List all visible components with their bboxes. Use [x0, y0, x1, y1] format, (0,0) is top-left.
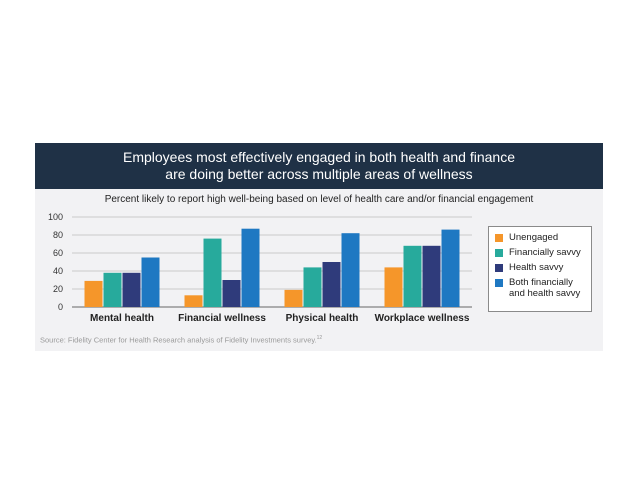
bar [222, 280, 241, 307]
chart-title-line-1: Employees most effectively engaged in bo… [123, 149, 515, 165]
bar [441, 229, 460, 307]
legend-swatch [495, 234, 503, 242]
bar [322, 262, 341, 307]
chart-subtitle: Percent likely to report high well-being… [104, 194, 534, 205]
x-tick-label: Mental health [90, 313, 154, 324]
legend-swatch [495, 249, 503, 257]
bar [403, 245, 422, 307]
bar [103, 272, 122, 307]
x-tick-label: Workplace wellness [375, 313, 470, 324]
y-tick-label: 0 [58, 302, 63, 312]
bar [184, 295, 203, 307]
chart-title-line-2: are doing better across multiple areas o… [165, 166, 473, 182]
x-tick-label: Financial wellness [178, 313, 266, 324]
bar [341, 233, 360, 307]
legend-label: Health savvy [509, 262, 564, 273]
legend-swatch [495, 264, 503, 272]
legend-label: Both financially and health savvy [509, 277, 581, 299]
y-tick-label: 100 [48, 212, 63, 222]
y-tick-label: 20 [53, 284, 63, 294]
bar [284, 289, 303, 307]
bar [84, 280, 103, 307]
legend-item: Both financially and health savvy [495, 277, 587, 299]
y-tick-label: 60 [53, 248, 63, 258]
x-tick-label: Physical health [286, 313, 359, 324]
source-text: Source: Fidelity Center for Health Resea… [40, 335, 317, 345]
chart-legend: Unengaged Financially savvy Health savvy Bo… [488, 226, 592, 312]
chart-header: Employees most effectively engaged in bo… [35, 143, 603, 189]
legend-item: Health savvy [495, 262, 587, 273]
y-tick-label: 80 [53, 230, 63, 240]
bar [422, 245, 441, 307]
bar [241, 228, 260, 307]
bar [203, 238, 222, 307]
bar [384, 267, 403, 307]
legend-item: Unengaged [495, 232, 587, 243]
bar [122, 272, 141, 307]
source-note: Source: Fidelity Center for Health Resea… [40, 335, 322, 345]
legend-label: Financially savvy [509, 247, 581, 258]
y-tick-label: 40 [53, 266, 63, 276]
legend-item: Financially savvy [495, 247, 587, 258]
legend-swatch [495, 279, 503, 287]
bar [303, 267, 322, 307]
legend-label: Unengaged [509, 232, 559, 243]
source-footnote: 12 [316, 335, 323, 341]
bar [141, 257, 160, 307]
